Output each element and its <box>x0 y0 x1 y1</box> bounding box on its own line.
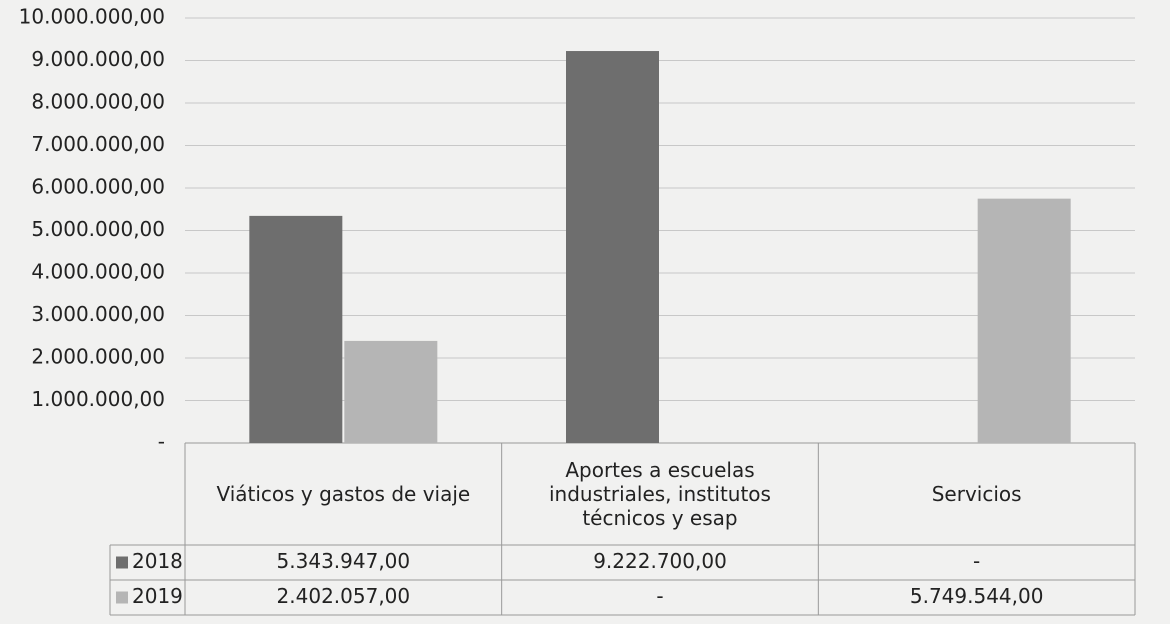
x-category-cell: Servicios <box>931 482 1022 506</box>
x-tick-label: Viáticos y gastos de viaje <box>216 482 471 506</box>
data-label: 9.222.700,00 <box>593 549 727 573</box>
legend-swatch <box>116 556 128 569</box>
y-tick-label: 8.000.000,00 <box>31 90 165 114</box>
y-tick-label: 5.000.000,00 <box>31 217 165 241</box>
y-tick-label: 2.000.000,00 <box>31 345 165 369</box>
bar <box>977 198 1071 443</box>
legend-label: 2018 <box>132 549 183 573</box>
y-tick-label: 10.000.000,00 <box>19 5 165 29</box>
data-label: 2.402.057,00 <box>277 584 411 608</box>
y-tick-label: 7.000.000,00 <box>31 132 165 156</box>
x-category-cell: Viáticos y gastos de viaje <box>216 482 471 506</box>
x-category-cell: Aportes a escuelas industriales, institu… <box>549 458 771 530</box>
data-label: - <box>656 584 663 608</box>
y-tick-label: 3.000.000,00 <box>31 302 165 326</box>
y-tick-label: - <box>158 430 165 454</box>
y-tick-label: 9.000.000,00 <box>31 47 165 71</box>
y-tick-label: 6.000.000,00 <box>31 175 165 199</box>
data-label: 5.749.544,00 <box>910 584 1044 608</box>
y-tick-label: 1.000.000,00 <box>31 387 165 411</box>
x-tick-label: Aportes a escuelas industriales, institu… <box>549 458 771 530</box>
bar <box>249 215 343 443</box>
legend-swatch <box>116 591 128 604</box>
bar <box>566 51 659 444</box>
y-tick-label: 4.000.000,00 <box>31 260 165 284</box>
x-tick-label: Servicios <box>931 482 1022 506</box>
data-label: - <box>973 549 980 573</box>
legend-label: 2019 <box>132 584 183 608</box>
data-label: 5.343.947,00 <box>277 549 411 573</box>
bar <box>344 340 438 443</box>
